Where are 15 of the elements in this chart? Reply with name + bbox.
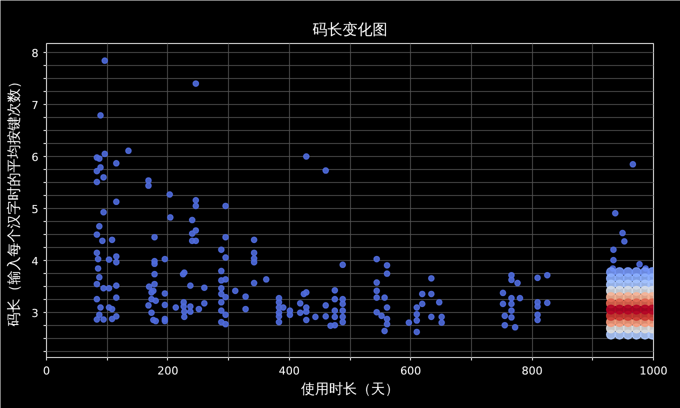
y-tick-label: 7 <box>32 98 38 112</box>
x-axis-title: 使用时长（天） <box>301 382 399 398</box>
y-tick-label: 3 <box>32 307 38 320</box>
x-tick-label: 200 <box>157 364 178 378</box>
x-tick-label: 400 <box>278 364 300 378</box>
x-tick-label: 1000 <box>640 364 668 378</box>
y-tick-label: 5 <box>32 203 38 216</box>
y-tick-label: 4 <box>32 255 38 268</box>
x-tick-label: 800 <box>522 364 543 378</box>
y-tick-label: 6 <box>32 151 38 164</box>
x-tick-label: 0 <box>43 364 50 378</box>
x-tick-label: 600 <box>400 364 422 378</box>
y-tick-label: 8 <box>32 46 38 60</box>
chart-title: 码长变化图 <box>312 20 388 38</box>
y-axis-title: 码长（输入每个汉字时的平均按键次数） <box>6 74 22 326</box>
